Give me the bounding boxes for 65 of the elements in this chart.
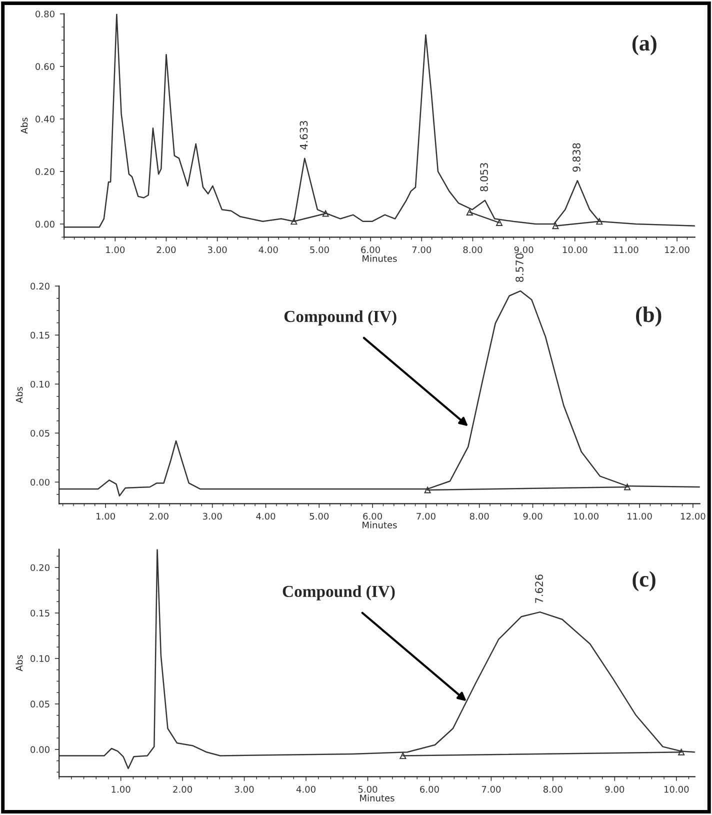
x-tick-label: 3.00 [208,246,227,254]
x-tick-label: 8.00 [470,512,489,520]
annotation: 4.633 [300,121,308,150]
annotation: 7.626 [535,574,543,603]
x-tick-label: 4.00 [258,246,278,254]
y-tick-label: 0.00 [30,746,50,753]
y-tick-label: 0.60 [36,63,54,70]
x-tick-label: 9.00 [523,512,542,520]
x-tick-label: 11.00 [614,246,638,254]
y-tick-label: 0.80 [36,10,54,18]
annotation: Compound (IV) [284,310,396,326]
y-axis-title: Abs [16,655,23,672]
x-tick-label: 1.00 [106,246,125,254]
x-tick-label: 4.00 [296,786,316,793]
annotation: 8.053 [480,163,488,192]
y-tick-label: 0.05 [30,430,50,437]
annotation: (b) [636,306,662,327]
x-axis-title: Minutes [360,794,394,802]
x-tick-label: 5.00 [310,246,329,254]
x-tick-label: 7.00 [416,512,436,520]
x-tick-label: 7.00 [412,246,432,254]
x-tick-label: 12.00 [681,512,706,520]
annotation: Compound (IV) [282,585,395,600]
x-tick-label: 1.00 [96,512,116,520]
x-tick-label: 11.00 [628,512,652,520]
annotation: 9.838 [572,143,580,172]
y-axis-title: Abs [20,118,28,134]
x-tick-label: 3.00 [202,512,222,520]
y-axis-title: Abs [16,387,23,404]
y-tick-label: 0.00 [36,220,54,228]
x-tick-label: 7.00 [482,786,501,793]
x-tick-label: 2.00 [156,246,176,254]
x-tick-label: 12.00 [665,246,690,254]
x-tick-label: 9.00 [605,786,624,793]
x-tick-label: 6.00 [361,246,380,254]
x-tick-label: 2.00 [173,786,192,793]
x-tick-label: 4.00 [256,512,276,520]
x-tick-label: 5.00 [310,512,329,520]
x-tick-label: 10.00 [664,786,689,793]
annotation: (c) [632,571,656,592]
y-tick-label: 0.15 [30,610,50,617]
x-tick-label: 1.00 [112,786,130,793]
x-tick-label: 6.00 [363,512,382,520]
y-tick-label: 0.05 [30,700,50,708]
annotation: (a) [632,35,656,56]
y-tick-label: 0.15 [30,332,50,339]
y-tick-label: 0.40 [36,116,54,122]
y-tick-label: 0.20 [36,168,54,176]
y-tick-label: 0.00 [30,478,50,486]
x-axis-title: Minutes [362,521,397,528]
x-tick-label: 8.00 [543,786,562,793]
y-tick-label: 0.20 [30,282,50,290]
y-tick-label: 0.10 [30,655,50,662]
x-tick-label: 9.00 [514,246,534,254]
x-tick-label: 3.00 [234,786,254,793]
x-tick-label: 10.00 [562,246,588,254]
x-axis-title: Minutes [362,254,397,262]
x-tick-label: 8.00 [463,246,482,254]
x-tick-label: 10.00 [574,512,598,520]
annotation: 8.570 [516,254,524,282]
x-tick-label: 2.00 [150,512,168,520]
x-tick-label: 6.00 [420,786,439,793]
y-tick-label: 0.10 [30,380,50,388]
y-tick-label: 0.20 [30,564,50,572]
x-tick-label: 5.00 [358,786,378,793]
